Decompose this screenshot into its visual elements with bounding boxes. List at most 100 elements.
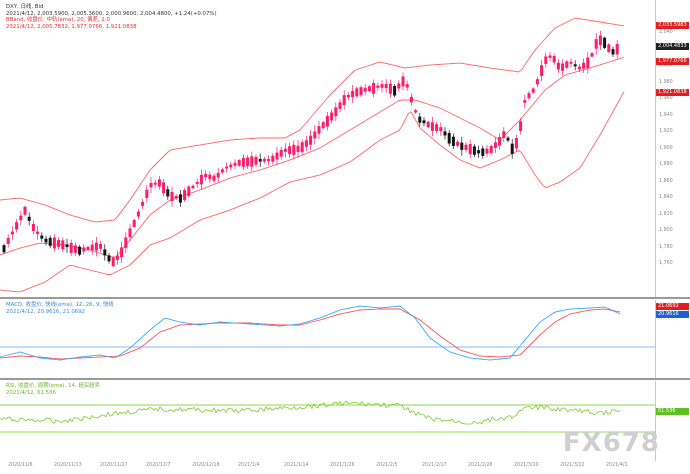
- candle-body: [132, 219, 136, 227]
- candle-body: [321, 122, 325, 129]
- candle-body: [233, 162, 237, 166]
- candle-body: [607, 44, 611, 52]
- candle-body: [208, 174, 212, 180]
- candle-body: [195, 181, 199, 185]
- candle-body: [611, 49, 615, 55]
- candle-body: [393, 86, 397, 96]
- candle-body: [334, 107, 338, 117]
- price-axis-tick: 1,900: [659, 145, 673, 151]
- candle-body: [401, 76, 405, 87]
- candle-body: [225, 166, 229, 169]
- rsi-value-tag: 61.536: [656, 408, 689, 415]
- candle-body: [61, 240, 65, 250]
- candle-body: [99, 243, 103, 249]
- candle-body: [493, 142, 497, 148]
- candle-body: [136, 211, 140, 217]
- candle-body: [594, 39, 598, 49]
- candle-body: [15, 222, 19, 230]
- candle-body: [145, 189, 149, 198]
- candle-body: [237, 160, 241, 166]
- price-axis-tick: 1,980: [659, 79, 673, 85]
- price-chart-canvas[interactable]: [0, 0, 655, 297]
- rsi-legend: RSI, 收盘价, 周期(ema), 14, 超买超卖 2021/4/12, 6…: [6, 383, 100, 396]
- candle-body: [23, 206, 27, 215]
- macd-signal-line: [0, 308, 621, 360]
- candle-body: [178, 194, 182, 203]
- candle-body: [82, 247, 86, 252]
- pane-divider[interactable]: [0, 297, 690, 299]
- candle-body: [435, 124, 439, 132]
- candle-body: [246, 157, 250, 167]
- candle-body: [577, 66, 581, 70]
- price-axis-tick: 1,800: [659, 228, 673, 233]
- bband-middle-line: [0, 56, 625, 259]
- candle-body: [271, 155, 275, 162]
- candle-body: [342, 95, 346, 106]
- candle-body: [191, 185, 195, 189]
- price-axis-tick: 1,840: [659, 195, 673, 200]
- candle-body: [229, 164, 233, 168]
- candle-body: [561, 63, 565, 71]
- candle-body: [451, 136, 455, 146]
- candle-body: [36, 231, 40, 235]
- candle-body: [309, 135, 313, 145]
- candle-body: [86, 246, 90, 250]
- rsi-legend-title: RSI, 收盘价, 周期(ema), 14, 超买超卖: [6, 383, 100, 389]
- price-chart-pane[interactable]: DXY, 日线, Bid 2021/4/12, 2,003.5900, 2,00…: [0, 0, 655, 297]
- time-axis-tick: 2020/11/6: [8, 463, 33, 468]
- candle-body: [598, 35, 602, 46]
- candle-body: [157, 179, 161, 187]
- candle-body: [565, 61, 569, 68]
- pane-divider[interactable]: [0, 378, 690, 380]
- time-axis-tick: 2020/12/18: [192, 463, 220, 468]
- candle-body: [430, 122, 434, 131]
- candle-body: [346, 94, 350, 98]
- rsi-pane[interactable]: RSI, 收盘价, 周期(ema), 14, 超买超卖 2021/4/12, 6…: [0, 381, 655, 461]
- candle-body: [292, 144, 296, 155]
- candle-body: [376, 85, 380, 88]
- candle-body: [52, 237, 56, 249]
- rsi-axis[interactable]: [655, 381, 690, 461]
- bband-lower-line: [0, 91, 625, 293]
- price-axis-tick: 1,760: [659, 261, 673, 266]
- candle-body: [418, 116, 422, 123]
- candle-body: [359, 87, 363, 96]
- candle-body: [460, 142, 464, 150]
- candle-body: [481, 148, 485, 156]
- rsi-canvas[interactable]: [0, 381, 655, 461]
- candle-body: [548, 55, 552, 58]
- candle-body: [212, 175, 216, 181]
- candle-body: [107, 255, 111, 262]
- candle-body: [27, 216, 31, 221]
- candle-body: [204, 173, 208, 178]
- candle-body: [409, 96, 413, 103]
- candle-body: [304, 140, 308, 147]
- candle-body: [582, 62, 586, 69]
- candle-body: [325, 115, 329, 127]
- candle-body: [355, 88, 359, 97]
- candle-body: [124, 237, 128, 248]
- candle-body: [31, 223, 35, 232]
- candle-body: [73, 245, 77, 253]
- price-axis-tick: 1,920: [659, 129, 673, 134]
- price-axis-tick: 1,820: [659, 211, 673, 217]
- candle-body: [380, 84, 384, 88]
- candle-body: [330, 112, 334, 121]
- candle-body: [174, 195, 178, 199]
- price-axis-tick: 1,960: [659, 96, 673, 101]
- price-axis-tick: 1,860: [659, 178, 673, 184]
- time-axis-tick: 2021/1/14: [284, 463, 309, 468]
- macd-pane[interactable]: MACD, 收盘价, 快线(ema), 12, 26, 9, 快线 2021/4…: [0, 300, 655, 378]
- candle-body: [69, 242, 73, 253]
- candle-body: [464, 144, 468, 150]
- macd-legend-title: MACD, 收盘价, 快线(ema), 12, 26, 9, 快线: [6, 302, 114, 308]
- candle-body: [128, 228, 132, 238]
- candle-body: [544, 56, 548, 64]
- time-axis[interactable]: 2020/11/6 2020/11/13 2020/11/27 2020/12/7 20…: [0, 461, 655, 474]
- candle-body: [485, 148, 489, 154]
- macd-canvas[interactable]: [0, 300, 655, 378]
- candle-body: [300, 142, 304, 153]
- time-axis-tick: 2021/4/1: [606, 463, 628, 468]
- candle-body: [40, 235, 44, 239]
- candle-body: [254, 156, 258, 165]
